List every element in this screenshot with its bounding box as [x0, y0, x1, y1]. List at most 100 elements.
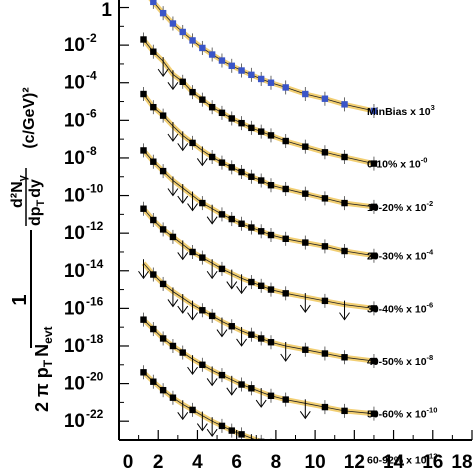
- y-tick-exponent: -4: [86, 69, 97, 83]
- upper-limit-arrow: [206, 378, 218, 387]
- y-tick-base: 10: [64, 110, 85, 131]
- data-point: [321, 243, 329, 250]
- data-point: [341, 199, 348, 207]
- data-point: [248, 124, 255, 132]
- data-point: [218, 265, 226, 273]
- data-point: [159, 112, 167, 119]
- upper-limit-arrow: [167, 81, 179, 91]
- y-tick-label: 10: [64, 223, 85, 244]
- series-group: [140, 32, 378, 171]
- data-point: [140, 90, 147, 98]
- data-point: [189, 248, 196, 256]
- data-point: [257, 282, 265, 290]
- data-point: [189, 139, 196, 147]
- y-title-dp: dp: [27, 206, 44, 226]
- data-point: [248, 278, 255, 286]
- data-point: [238, 381, 245, 388]
- data-point: [159, 386, 167, 394]
- data-point: [321, 95, 329, 102]
- data-point: [159, 167, 167, 175]
- data-point: [179, 78, 186, 85]
- data-point: [179, 28, 186, 36]
- upper-limit-arrow: [187, 366, 198, 376]
- upper-limit-arrow: [167, 188, 179, 197]
- data-point: [140, 369, 147, 376]
- y-tick-base: 10: [64, 186, 85, 207]
- data-point: [228, 323, 235, 330]
- data-point: [150, 103, 157, 111]
- upper-limit-arrow: [226, 281, 238, 290]
- data-point: [248, 173, 255, 180]
- series-label-text: 40-50% x 10: [367, 356, 427, 368]
- upper-limit-arrow: [206, 270, 218, 280]
- series-label: 10-20% x 10-2: [367, 199, 433, 214]
- y-tick-label: 10: [64, 374, 85, 395]
- upper-limit-arrow: [236, 286, 247, 295]
- upper-limit-arrow: [206, 216, 218, 225]
- data-point: [228, 164, 235, 171]
- data-point: [218, 211, 226, 218]
- data-point: [169, 20, 177, 27]
- data-point: [267, 392, 275, 400]
- y-tick-label: 10: [64, 73, 85, 94]
- upper-limit-arrow: [216, 329, 228, 338]
- data-point: [189, 37, 196, 44]
- data-point: [341, 407, 348, 415]
- y-tick-base: 10: [64, 261, 85, 282]
- y-title-units: (c/GeV)²: [21, 87, 38, 148]
- y-title-d2n: d²N: [9, 181, 26, 208]
- data-point: [302, 239, 309, 246]
- upper-limit-arrow: [206, 428, 218, 438]
- data-point: [370, 357, 378, 365]
- y-tick-base: 10: [64, 411, 85, 432]
- data-point: [228, 115, 235, 122]
- y-tick-base: 10: [64, 223, 85, 244]
- x-tick-label: 6: [231, 452, 242, 473]
- data-point: [370, 410, 378, 417]
- y-tick-base: 10: [64, 298, 85, 319]
- series-label: 20-30% x 10-4: [367, 248, 434, 263]
- y-tick-exponent: -22: [86, 407, 104, 421]
- upper-limit-arrow: [187, 203, 198, 212]
- data-point: [238, 119, 245, 127]
- y-title-sub-t2: T: [35, 199, 47, 206]
- series-label: 0-10% x 10-0: [367, 156, 427, 171]
- series-label-text: 10-20% x 10: [367, 202, 427, 214]
- x-tick-label: 12: [344, 452, 365, 473]
- data-point: [208, 51, 216, 58]
- data-point: [341, 354, 348, 361]
- y-title-dp-dy: dpTdy: [27, 179, 47, 226]
- series-label: 60-92% x 10-12: [367, 452, 437, 467]
- data-point: [218, 159, 226, 166]
- data-point: [267, 339, 275, 346]
- data-point: [199, 254, 206, 261]
- data-point: [302, 190, 309, 197]
- y-tick-label: 10: [64, 336, 85, 357]
- y-tick-exponent: -12: [86, 219, 104, 233]
- series-label-text: 0-10% x 10: [367, 159, 421, 171]
- data-point: [321, 350, 329, 357]
- data-point: [321, 403, 329, 411]
- series-group: [140, 312, 378, 421]
- y-tick-base: 10: [64, 336, 85, 357]
- data-point: [150, 271, 157, 278]
- y-tick-exponent: -10: [86, 182, 104, 196]
- data-point: [169, 394, 177, 401]
- x-tick-label: 2: [153, 452, 164, 473]
- data-point: [370, 305, 378, 312]
- data-point: [208, 103, 216, 111]
- data-point: [238, 67, 245, 74]
- data-point: [208, 312, 216, 320]
- data-point: [267, 182, 275, 189]
- y-tick-label: 10: [64, 186, 85, 207]
- data-point: [267, 132, 275, 139]
- data-point: [257, 335, 265, 342]
- y-tick-label: 10: [64, 298, 85, 319]
- data-point: [257, 75, 265, 83]
- upper-limit-arrow: [177, 305, 189, 314]
- y-tick-exponent: -8: [86, 144, 97, 158]
- upper-limit-arrow: [157, 68, 169, 77]
- series-group: [148, 0, 378, 118]
- upper-limit-arrow: [167, 299, 179, 308]
